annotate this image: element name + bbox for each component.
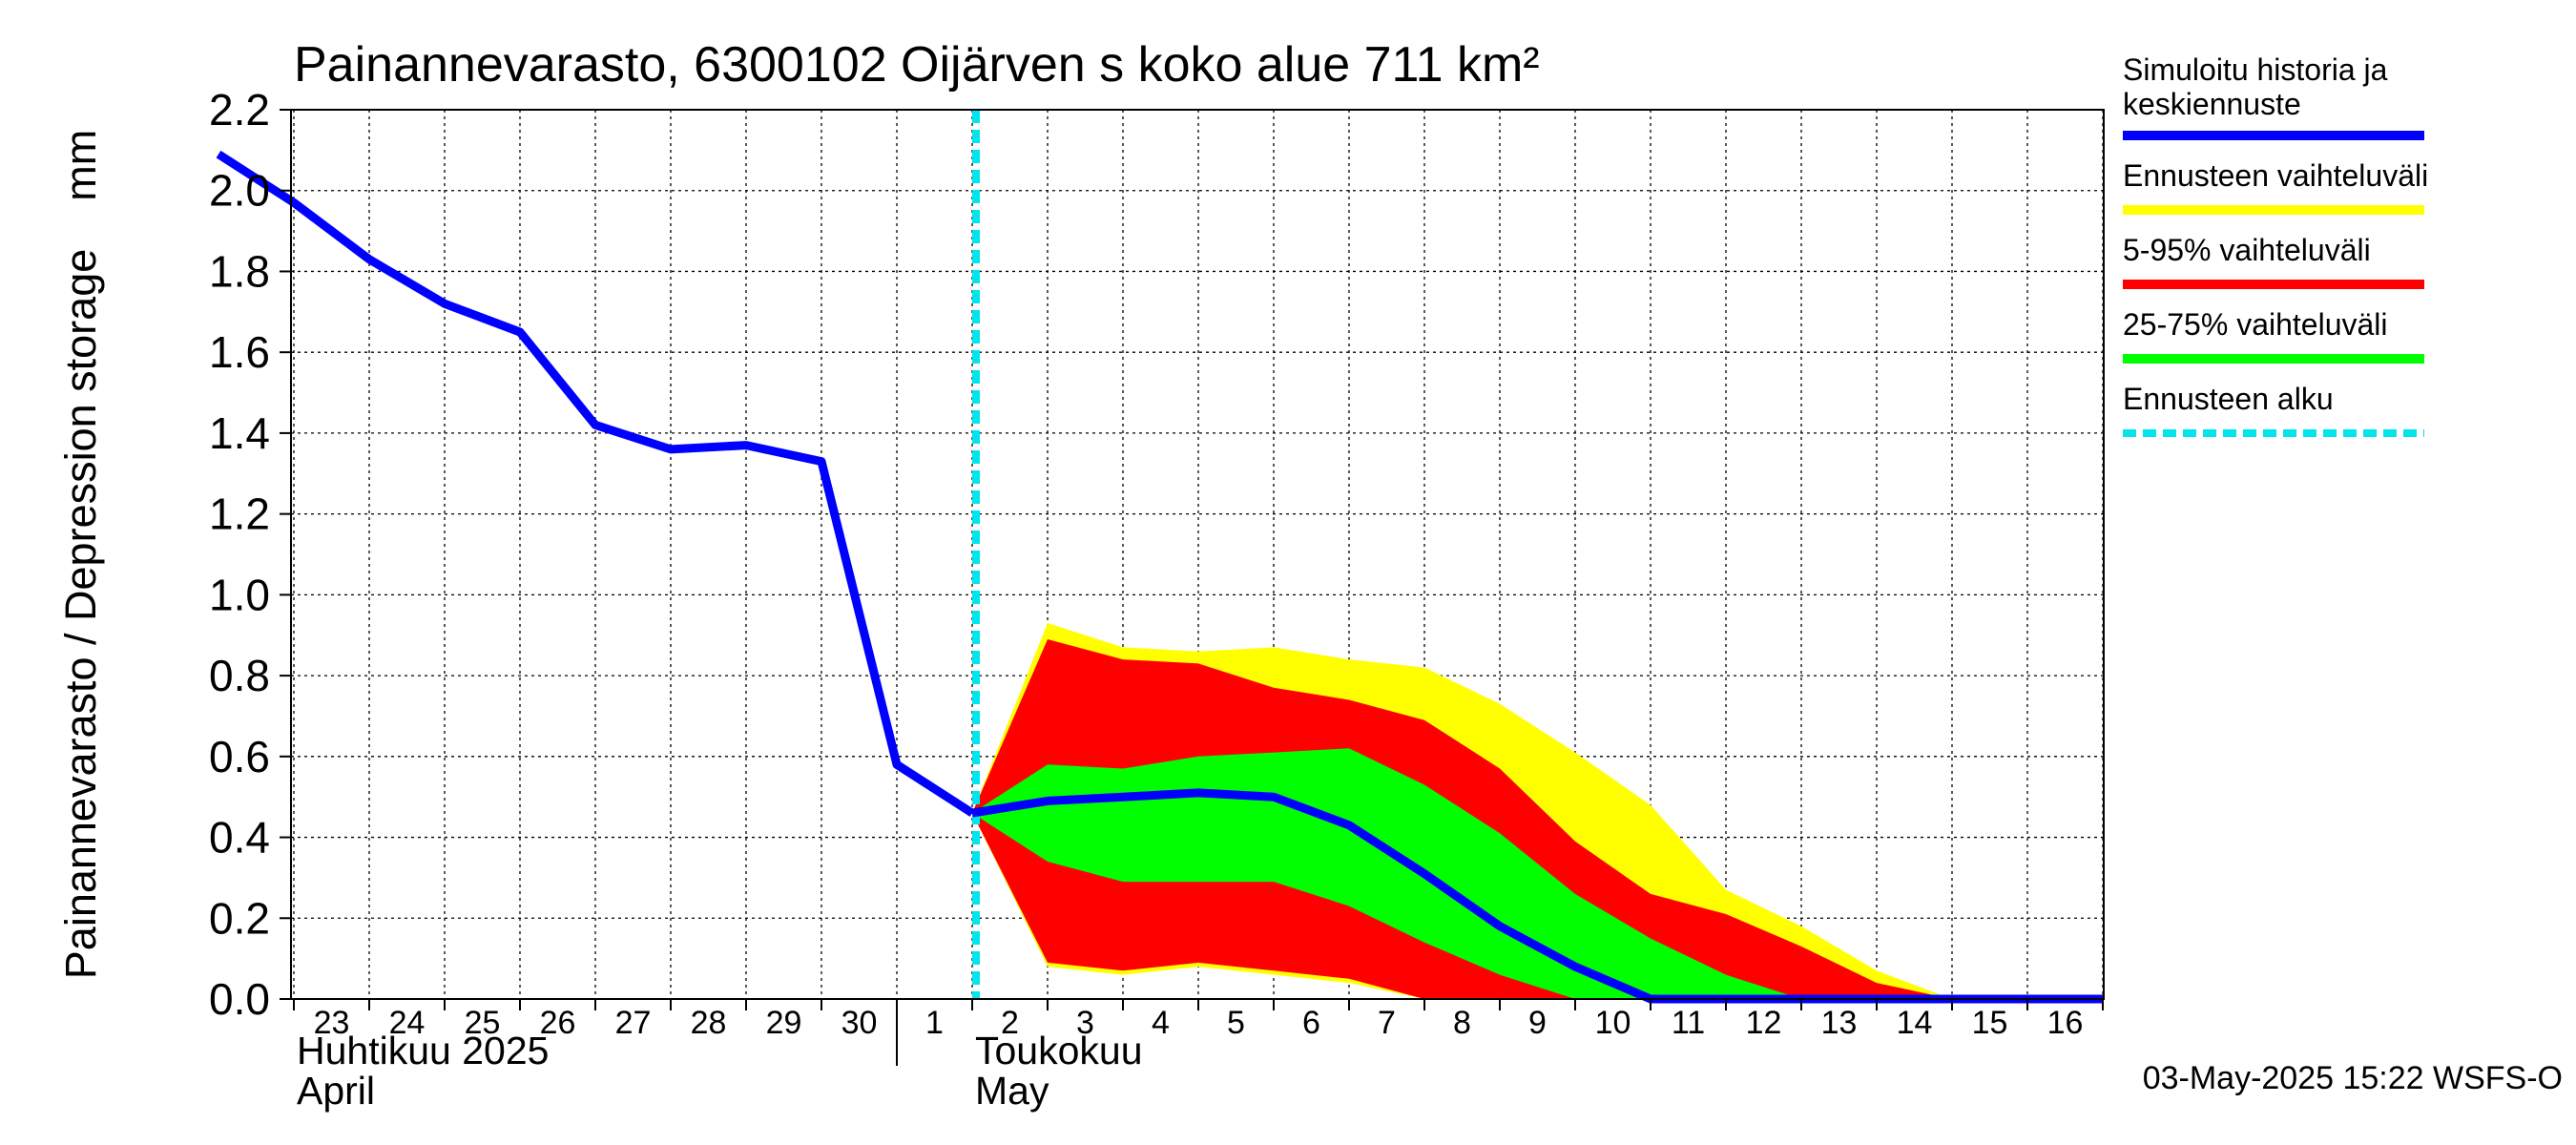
x-day-label: 9: [1528, 1005, 1547, 1041]
month-label-en: April: [297, 1069, 375, 1113]
y-tick-label: 1.6: [209, 327, 270, 377]
y-tick-label: 2.0: [209, 166, 270, 216]
x-day-label: 8: [1453, 1005, 1471, 1041]
month-label: Toukokuu: [975, 1029, 1143, 1072]
legend-label: Ennusteen vaihteluväli: [2123, 158, 2428, 193]
legend-label: 25-75% vaihteluväli: [2123, 307, 2388, 342]
legend-label: Ennusteen alku: [2123, 382, 2334, 416]
y-tick-label: 1.0: [209, 570, 270, 619]
x-day-label: 6: [1302, 1005, 1320, 1041]
y-tick-label: 1.4: [209, 408, 270, 458]
y-tick-label: 2.2: [209, 85, 270, 135]
band-25-75: [972, 748, 2027, 999]
band-5-95: [972, 639, 2027, 999]
x-axis: 23 24 25 26 27 28 29 30 1 2 3 4 5 6 7 8 9 10 11 12 13 14 15 16H…: [293, 999, 2104, 1113]
x-day-label: 4: [1152, 1005, 1170, 1041]
x-day-label: 1: [925, 1005, 944, 1041]
x-day-label: 27: [615, 1005, 652, 1041]
x-day-label: 2: [1001, 1005, 1019, 1041]
x-day-label: 28: [691, 1005, 727, 1041]
x-day-label: 7: [1378, 1005, 1396, 1041]
x-day-label: 25: [465, 1005, 501, 1041]
y-tick-label: 0.4: [209, 813, 270, 863]
month-label: Huhtikuu 2025: [297, 1029, 549, 1072]
x-day-label: 10: [1595, 1005, 1631, 1041]
y-tick-label: 0.2: [209, 893, 270, 943]
y-axis: 0.0 0.2 0.4 0.6 0.8 1.0 1.2 1.4 1.6 1.8 2.0 2.2: [209, 85, 291, 1024]
x-day-label: 15: [1972, 1005, 2008, 1041]
y-tick-label: 0.0: [209, 974, 270, 1024]
y-axis-label: Painannevarasto / Depression storage mm: [56, 130, 105, 979]
x-day-label: 23: [314, 1005, 350, 1041]
x-day-label: 26: [540, 1005, 576, 1041]
x-day-label: 12: [1746, 1005, 1782, 1041]
x-day-label: 29: [766, 1005, 802, 1041]
y-tick-label: 0.8: [209, 651, 270, 700]
legend-label: Simuloitu historia ja: [2123, 52, 2388, 87]
x-day-label: 16: [2047, 1005, 2084, 1041]
x-day-label: 30: [841, 1005, 878, 1041]
legend-label-cont: keskiennuste: [2123, 87, 2301, 121]
footer-timestamp: 03-May-2025 15:22 WSFS-O: [2143, 1060, 2563, 1096]
x-day-label: 11: [1672, 1005, 1705, 1041]
chart-title: Painannevarasto, 6300102 Oijärven s koko…: [294, 37, 1540, 93]
month-label-en: May: [975, 1069, 1049, 1113]
y-tick-label: 0.6: [209, 732, 270, 781]
x-day-label: 3: [1076, 1005, 1094, 1041]
x-day-label: 13: [1821, 1005, 1858, 1041]
y-tick-label: 1.8: [209, 246, 270, 296]
x-day-label: 24: [389, 1005, 426, 1041]
x-day-label: 14: [1897, 1005, 1933, 1041]
legend-label: 5-95% vaihteluväli: [2123, 233, 2371, 267]
y-tick-label: 1.2: [209, 489, 270, 539]
history-line: [216, 150, 975, 817]
forecast-bands: [972, 623, 2027, 999]
x-day-label: 5: [1227, 1005, 1245, 1041]
